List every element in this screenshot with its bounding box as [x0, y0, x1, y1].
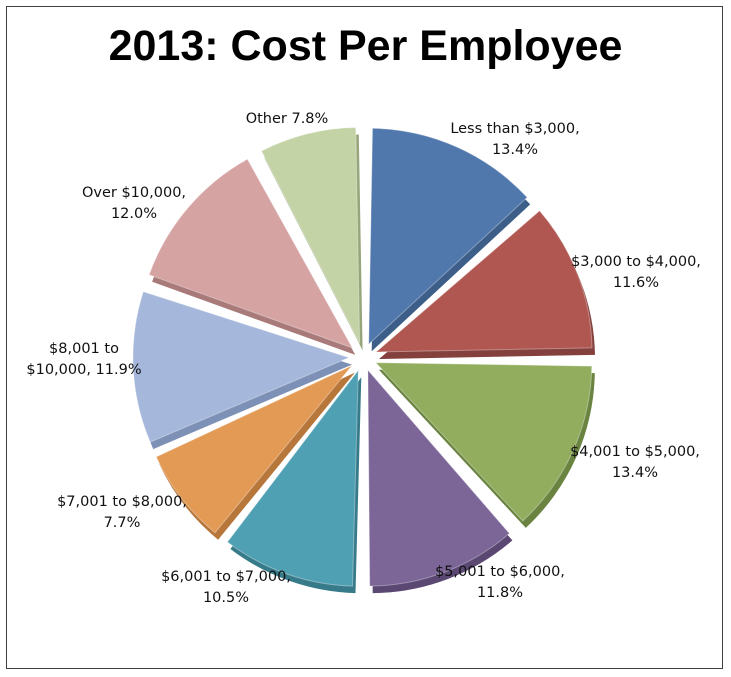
slice-label: $7,001 to $8,000, — [57, 494, 187, 510]
pie-slice — [374, 210, 593, 353]
chart-title: 2013: Cost Per Employee — [108, 22, 623, 70]
slice-label: $10,000, 11.9% — [26, 362, 141, 378]
slice-label: Other 7.8% — [246, 111, 329, 127]
pie-slice — [132, 290, 351, 443]
pie-slice — [155, 365, 353, 534]
pie-slice — [367, 368, 511, 587]
slice-label: $8,001 to — [49, 341, 119, 357]
pie-slice — [226, 368, 359, 587]
pie-slice — [260, 126, 361, 344]
pie-slice — [368, 127, 528, 346]
slice-label: 11.6% — [613, 275, 659, 291]
slice-label: Over $10,000, — [82, 185, 186, 201]
chart-frame — [6, 6, 723, 669]
slice-label: 12.0% — [111, 206, 157, 222]
slice-label: 7.7% — [104, 515, 141, 531]
pie-slice — [148, 158, 354, 349]
slice-label: $4,001 to $5,000, — [570, 444, 700, 460]
slice-label: $3,000 to $4,000, — [571, 254, 701, 270]
slice-label: 10.5% — [203, 590, 249, 606]
slice-label: $5,001 to $6,000, — [435, 564, 565, 580]
slice-label: Less than $3,000, — [450, 121, 579, 137]
slice-label: 13.4% — [612, 465, 658, 481]
slice-label: $6,001 to $7,000, — [161, 569, 291, 585]
pie-slice — [374, 362, 593, 522]
slice-label: 13.4% — [492, 142, 538, 158]
slice-label: 11.8% — [477, 585, 523, 601]
